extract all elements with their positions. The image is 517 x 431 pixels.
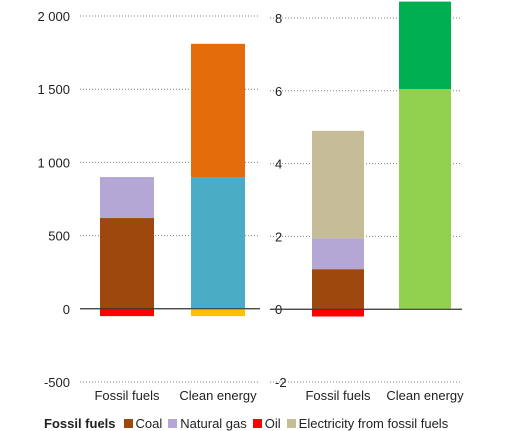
legend-label-natural-gas: Natural gas (180, 415, 247, 431)
category-label: Fossil fuels (94, 388, 160, 403)
bar-segment-oil (100, 308, 154, 317)
left-panel: -500 0 500 1 000 1 500 2 000 Fossil fuels Clean… (37, 9, 260, 403)
legend-item-oil: Oil (252, 415, 281, 431)
y-tick-label: -2 (275, 375, 287, 390)
legend-title: Fossil fuels (44, 415, 116, 431)
category-label: Clean energy (179, 388, 257, 403)
y-tick-label: 8 (275, 11, 282, 26)
category-label: Fossil fuels (305, 388, 371, 403)
y-tick-label: 1 500 (37, 82, 70, 97)
legend-label-coal: Coal (135, 415, 163, 431)
bar-segment-coal (312, 269, 364, 310)
y-tick-label: 6 (275, 84, 282, 99)
bar-segment-clean_c (191, 308, 245, 317)
bar-segment-clean_a (191, 177, 245, 309)
y-tick-label: 2 000 (37, 9, 70, 24)
legend-item-electricity: Electricity from fossil fuels (286, 415, 449, 431)
y-tick-label: 0 (63, 302, 70, 317)
legend-swatch-oil (252, 418, 262, 428)
y-tick-label: 500 (48, 229, 70, 244)
bar-segment-coal (100, 218, 154, 309)
bar-segment-elec (312, 130, 364, 239)
legend-label-oil: Oil (264, 415, 281, 431)
y-tick-label: -500 (44, 375, 70, 390)
bar-segment-clean_a (399, 88, 451, 310)
y-tick-label: 1 000 (37, 155, 70, 170)
legend-swatch-coal (123, 418, 133, 428)
legend: Fossil fuels Coal Natural gas Oil Electr… (44, 415, 454, 431)
legend-item-natural-gas: Natural gas (168, 415, 247, 431)
bar-segment-clean_b (191, 43, 245, 178)
legend-item-coal: Coal (123, 415, 163, 431)
y-tick-label: 2 (275, 229, 282, 244)
bar-segment-oil (312, 309, 364, 317)
y-tick-label: 4 (275, 157, 282, 172)
category-label: Clean energy (386, 388, 464, 403)
bar-segment-clean_b (399, 1, 451, 89)
legend-label-electricity: Electricity from fossil fuels (298, 415, 449, 431)
bar-segment-gas (100, 177, 154, 219)
legend-swatch-natural-gas (168, 418, 178, 428)
bar-segment-gas (312, 238, 364, 270)
legend-swatch-electricity (286, 418, 296, 428)
